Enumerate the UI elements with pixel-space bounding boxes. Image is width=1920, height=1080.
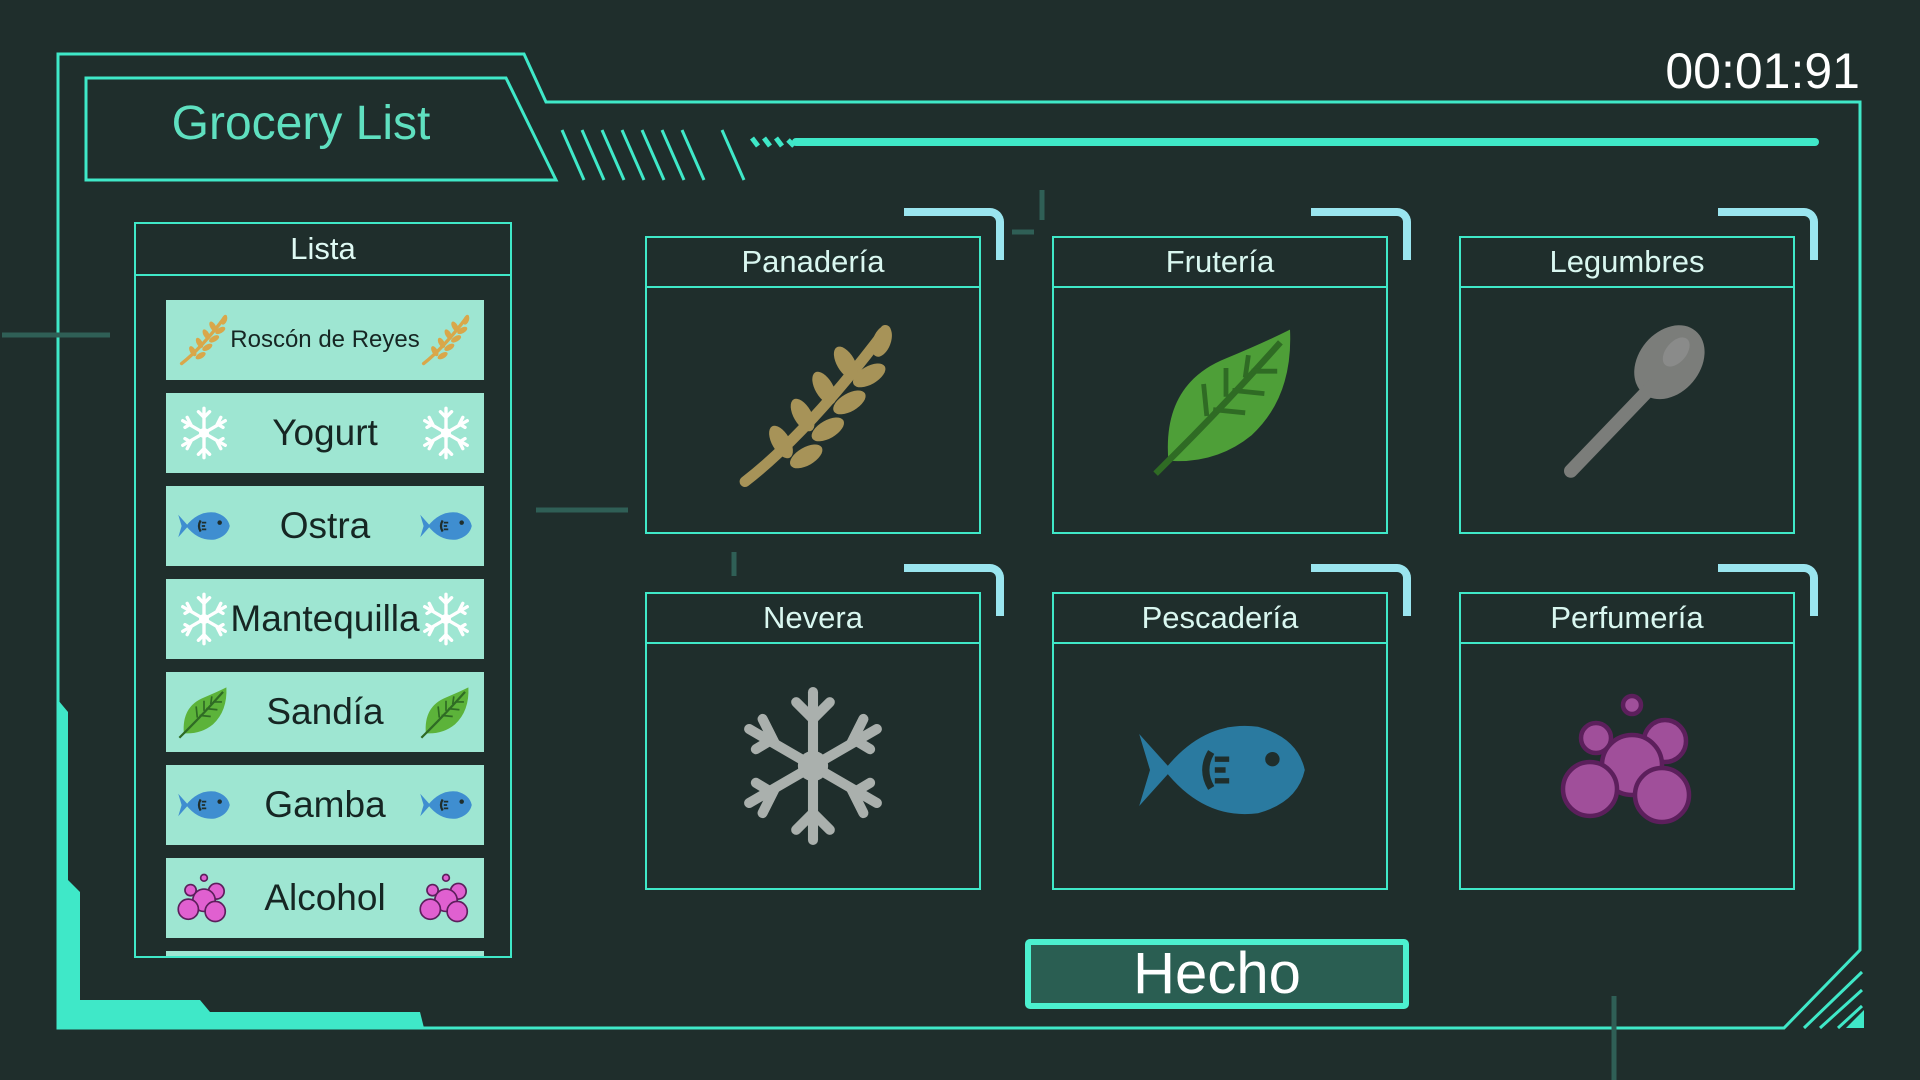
- category-panaderia[interactable]: Panadería: [645, 236, 981, 534]
- card-tab: [1311, 208, 1411, 260]
- card-tab: [904, 564, 1004, 616]
- bubbles-icon: [418, 870, 474, 926]
- snowflake-icon: [418, 405, 474, 461]
- spoon-icon: [1461, 288, 1793, 532]
- card-tab: [1718, 564, 1818, 616]
- category-label: Nevera: [647, 594, 979, 644]
- category-label: Pescadería: [1054, 594, 1386, 644]
- card-tab: [1311, 564, 1411, 616]
- fish-icon: [176, 777, 232, 833]
- list-item-label: Roscón de Reyes: [230, 326, 420, 353]
- list-item[interactable]: Gamba: [166, 765, 484, 845]
- wheat-icon: [647, 288, 979, 532]
- fish-icon: [418, 777, 474, 833]
- list-item[interactable]: Yogurt: [166, 393, 484, 473]
- snowflake-icon: [176, 405, 232, 461]
- snowflake-icon: [176, 591, 232, 647]
- category-nevera[interactable]: Nevera: [645, 592, 981, 890]
- bubbles-icon: [1461, 644, 1793, 888]
- list-item-label: Sandía: [266, 691, 384, 732]
- category-label: Panadería: [647, 238, 979, 288]
- category-pescaderia[interactable]: Pescadería: [1052, 592, 1388, 890]
- shopping-list-panel: Lista Roscón de Reyes Yogurt Ostra Mante…: [134, 222, 512, 958]
- done-button[interactable]: Hecho: [1025, 939, 1409, 1009]
- list-item-label: Ostra: [279, 505, 371, 546]
- leaf-icon: [1054, 288, 1386, 532]
- category-label: Legumbres: [1461, 238, 1793, 288]
- list-heading: Lista: [136, 224, 510, 276]
- list-item-label: Yogurt: [272, 412, 378, 453]
- wheat-icon: [176, 312, 232, 368]
- list-item[interactable]: Mantequilla: [166, 579, 484, 659]
- leaf-icon: [176, 684, 232, 740]
- snowflake-icon: [418, 591, 474, 647]
- timer: 00:01:91: [1665, 43, 1860, 99]
- wheat-icon: [418, 312, 474, 368]
- list-item-label: Gamba: [264, 784, 386, 825]
- leaf-icon: [418, 684, 474, 740]
- page-title: Grocery List: [171, 97, 431, 150]
- category-legumbres[interactable]: Legumbres: [1459, 236, 1795, 534]
- category-label: Perfumería: [1461, 594, 1793, 644]
- category-perfumeria[interactable]: Perfumería: [1459, 592, 1795, 890]
- list-items[interactable]: Roscón de Reyes Yogurt Ostra Mantequilla…: [166, 300, 484, 956]
- list-item-label: Alcohol: [264, 877, 386, 918]
- category-label: Frutería: [1054, 238, 1386, 288]
- snowflake-icon: [647, 644, 979, 888]
- card-tab: [904, 208, 1004, 260]
- card-tab: [1718, 208, 1818, 260]
- list-item[interactable]: Sandía: [166, 672, 484, 752]
- list-item[interactable]: Ostra: [166, 486, 484, 566]
- fish-icon: [1054, 644, 1386, 888]
- fish-icon: [176, 498, 232, 554]
- list-item[interactable]: Alcohol: [166, 858, 484, 938]
- list-item[interactable]: [166, 951, 484, 956]
- list-item-label: Mantequilla: [230, 598, 420, 639]
- category-fruteria[interactable]: Frutería: [1052, 236, 1388, 534]
- fish-icon: [418, 498, 474, 554]
- bubbles-icon: [176, 870, 232, 926]
- list-item[interactable]: Roscón de Reyes: [166, 300, 484, 380]
